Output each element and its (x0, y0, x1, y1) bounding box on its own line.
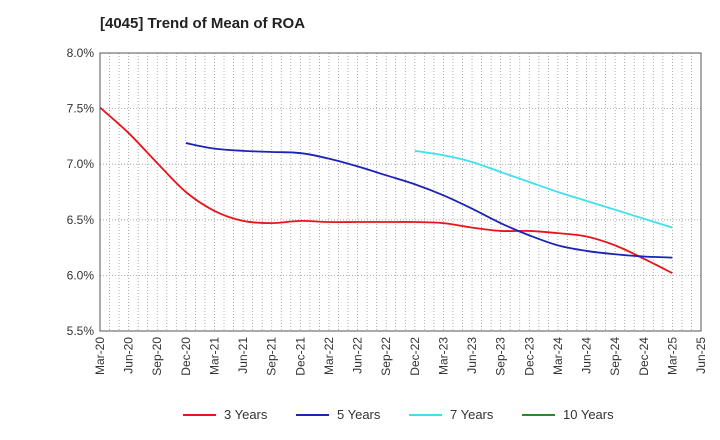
x-tick-label: Dec-21 (293, 337, 307, 376)
chart-title: [4045] Trend of Mean of ROA (100, 15, 306, 32)
x-tick-label: Mar-20 (93, 337, 107, 375)
y-tick-label: 7.5% (67, 102, 95, 116)
y-tick-label: 7.0% (67, 157, 95, 171)
legend-label: 10 Years (563, 407, 614, 422)
x-tick-label: Sep-21 (265, 337, 279, 376)
x-tick-label: Dec-20 (179, 337, 193, 376)
x-tick-label: Jun-24 (580, 337, 594, 374)
series-line-5-years (185, 142, 673, 259)
x-tick-label: Mar-21 (207, 337, 221, 375)
x-tick-label: Sep-22 (379, 337, 393, 376)
legend-label: 3 Years (224, 407, 268, 422)
x-tick-label: Jun-20 (122, 337, 136, 374)
x-tick-label: Dec-24 (637, 337, 651, 376)
series-line-3-years (99, 106, 673, 274)
x-tick-label: Jun-23 (465, 337, 479, 374)
legend-label: 7 Years (450, 407, 494, 422)
x-tick-label: Mar-23 (436, 337, 450, 375)
x-tick-label: Sep-23 (494, 337, 508, 376)
legend: 3 Years 5 Years 7 Years 10 Years (183, 407, 614, 422)
legend-label: 5 Years (337, 407, 381, 422)
x-tick-label: Jun-21 (236, 337, 250, 374)
plot-border (99, 52, 702, 332)
x-tick-label: Jun-22 (351, 337, 365, 374)
series-line-7-years (414, 149, 673, 229)
y-tick-label: 6.0% (67, 268, 95, 282)
y-tick-label: 6.5% (67, 213, 95, 227)
x-tick-label: Sep-24 (608, 337, 622, 376)
x-axis-ticks: Mar-20 Jun-20 Sep-20 Dec-20 Mar-21 Jun-21 Sep-… (93, 337, 708, 376)
y-tick-label: 5.5% (67, 324, 95, 338)
series-lines (99, 106, 673, 274)
plot-area (100, 53, 701, 331)
y-tick-label: 8.0% (67, 46, 95, 60)
x-tick-label: Mar-22 (322, 337, 336, 375)
x-tick-label: Jun-25 (694, 337, 708, 374)
x-tick-label: Mar-25 (665, 337, 679, 375)
y-axis-ticks: 5.5% 6.0% 6.5% 7.0% 7.5% 8.0% (67, 46, 95, 338)
x-tick-label: Mar-24 (551, 337, 565, 375)
x-tick-label: Dec-22 (408, 337, 422, 376)
x-tick-label: Sep-20 (150, 337, 164, 376)
x-tick-label: Dec-23 (522, 337, 536, 376)
